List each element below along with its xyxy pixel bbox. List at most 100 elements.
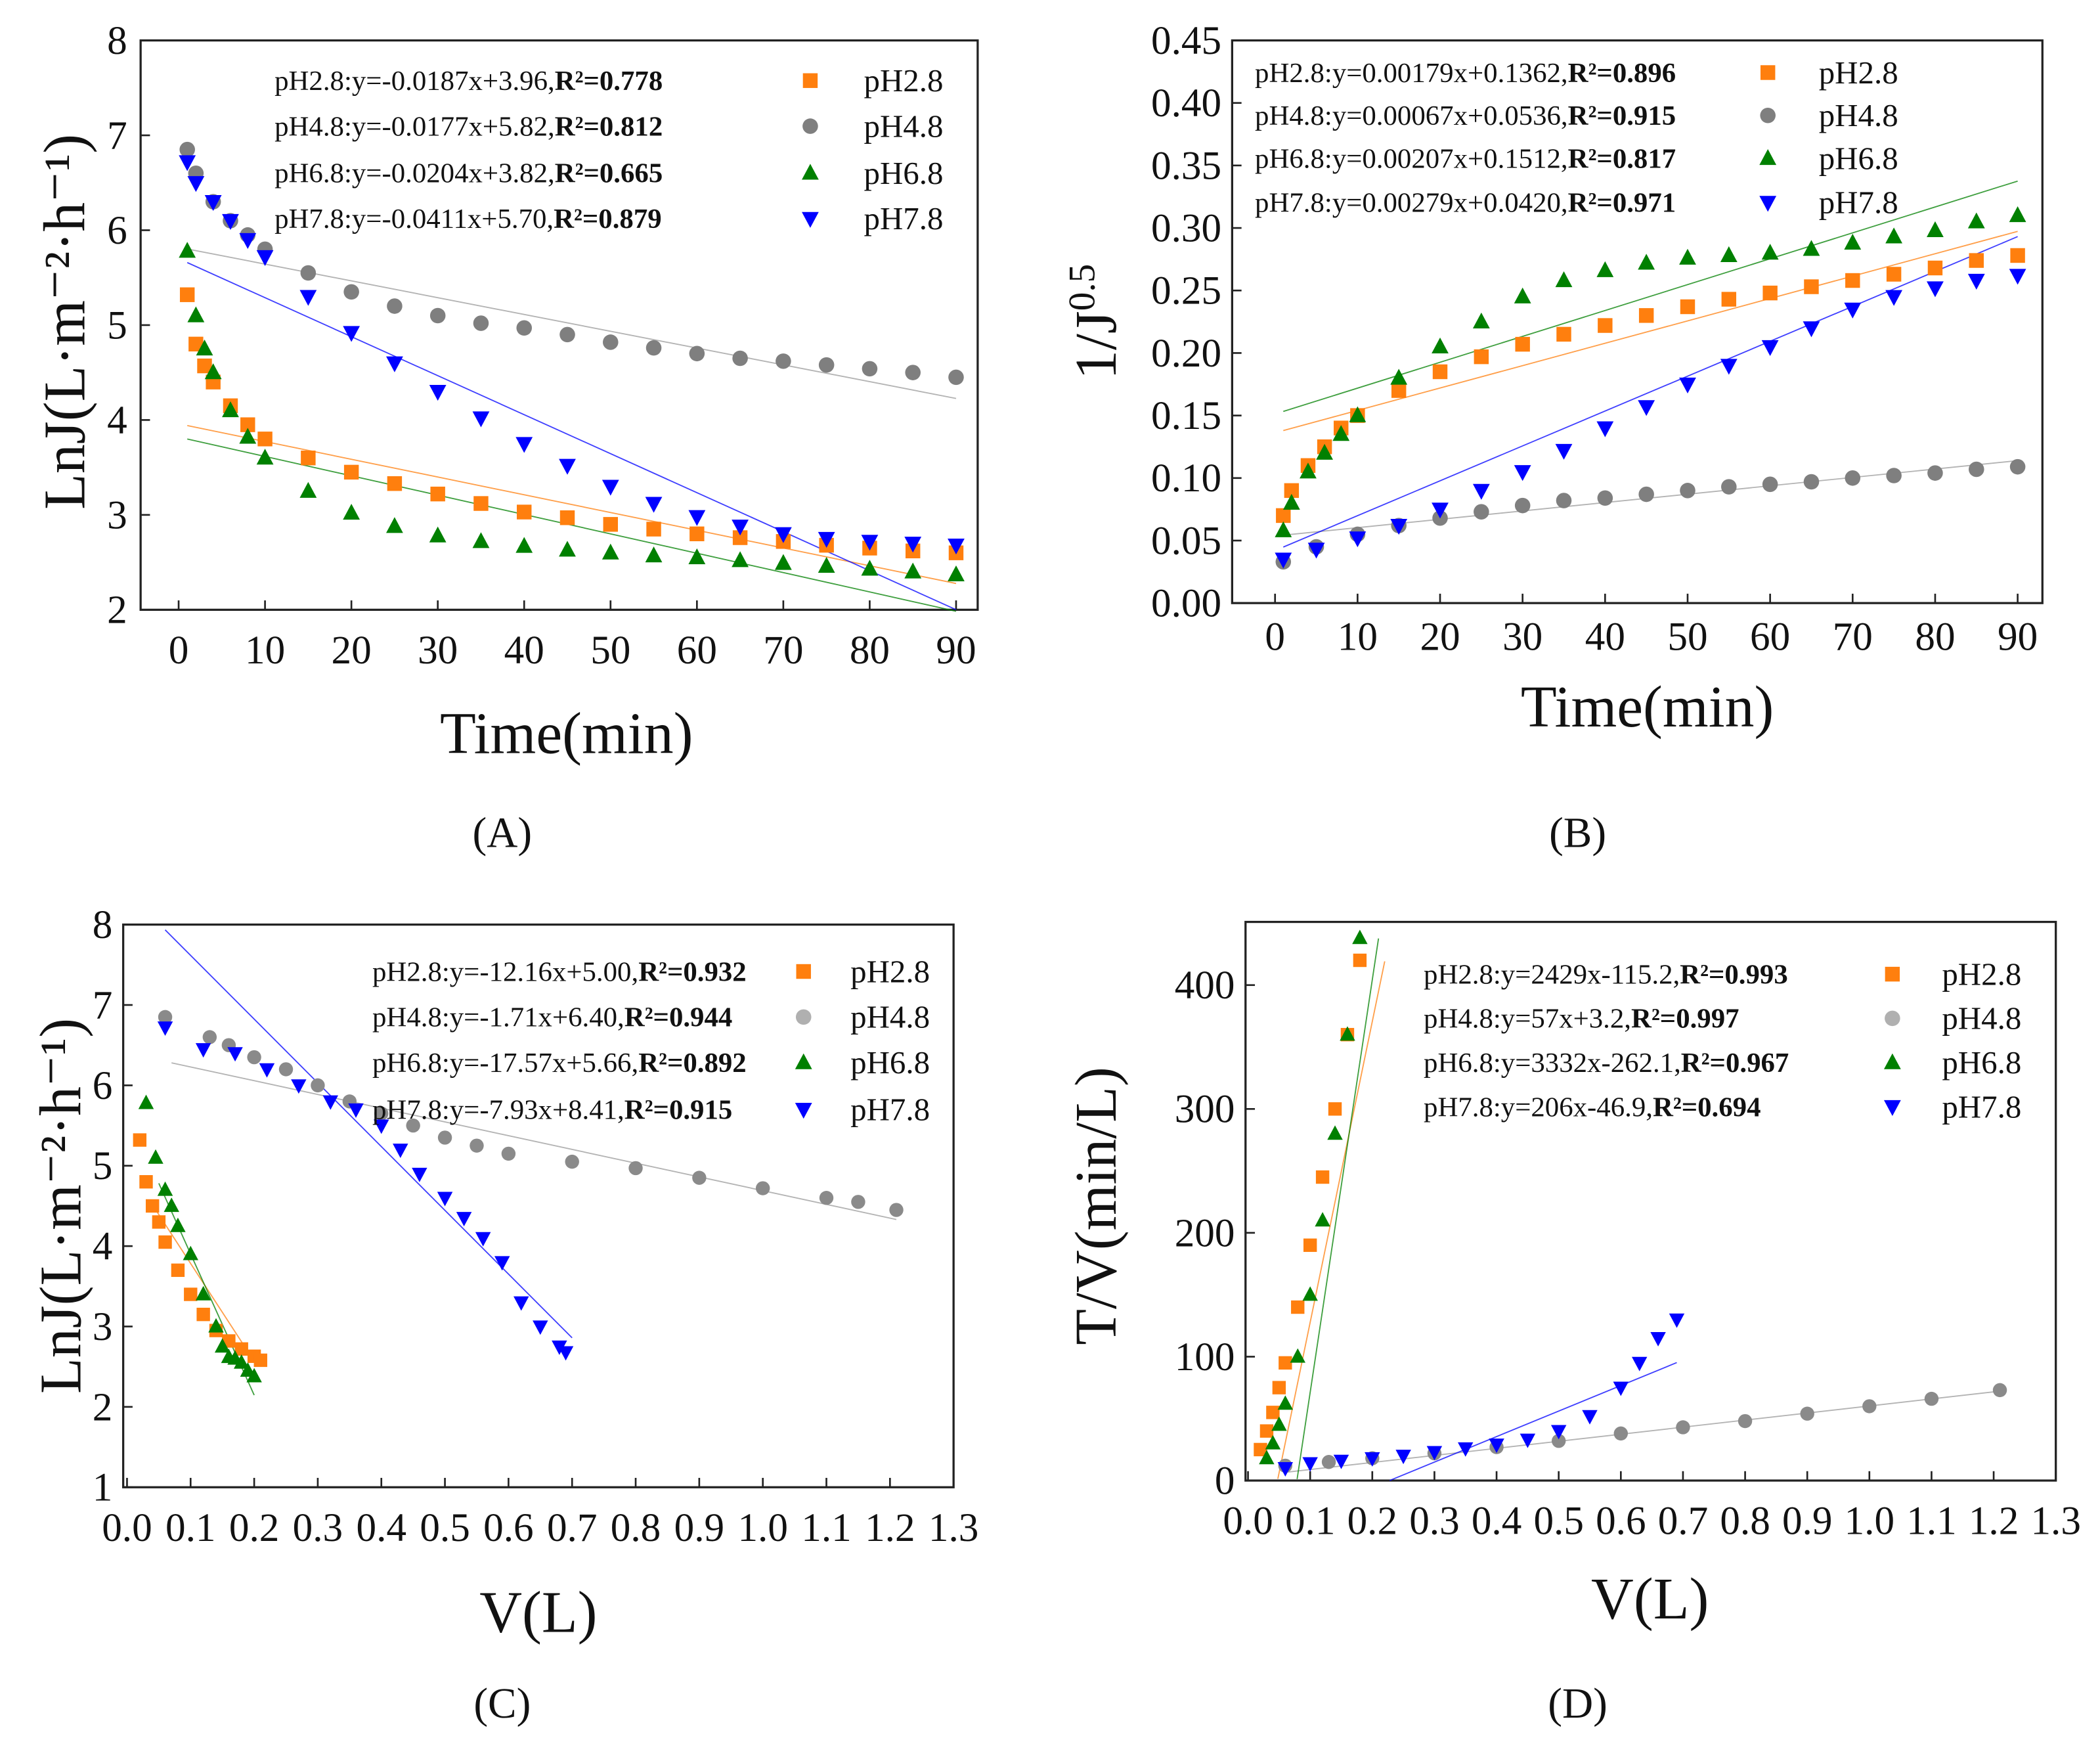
data-point — [1265, 1435, 1281, 1450]
data-point — [1720, 359, 1738, 375]
data-point — [1391, 383, 1407, 398]
r-squared: R²=0.971 — [1568, 188, 1676, 219]
data-point — [239, 428, 257, 444]
legend-label: pH6.8 — [850, 1044, 930, 1081]
data-point — [688, 548, 706, 564]
data-point — [387, 476, 403, 491]
data-point — [948, 539, 965, 555]
y-axis-label-text: 1/J — [1064, 311, 1129, 380]
data-point — [247, 1050, 261, 1065]
panel-label: (D) — [1548, 1680, 1608, 1727]
r-squared: R²=0.967 — [1681, 1048, 1789, 1079]
data-point — [1927, 221, 1944, 237]
data-point — [239, 233, 257, 249]
fit-equation: pH4.8:y=-1.71x+6.40,R²=0.944 — [372, 1002, 732, 1033]
data-point — [818, 556, 835, 573]
data-point — [179, 242, 196, 258]
x-tick-label: 80 — [850, 628, 890, 673]
legend-marker — [1883, 1053, 1901, 1069]
fit-line-pH7.8 — [164, 929, 573, 1339]
x-tick-label: 10 — [245, 628, 285, 673]
x-tick-label: 0.0 — [1223, 1499, 1273, 1544]
series-pH6.8 — [179, 242, 965, 581]
fit-equation: pH7.8:y=0.00279x+0.0420,R²=0.971 — [1255, 188, 1676, 219]
x-tick-label: 1.3 — [2030, 1499, 2080, 1544]
x-tick-label: 0.1 — [1285, 1499, 1335, 1544]
x-tick-label: 0.6 — [483, 1505, 533, 1550]
panel-D: 0.0 0.1 0.2 0.3 0.4 0.5 0.6 0.7 0.8 0.9 1.0 1.1 1.2 1… — [1064, 920, 2081, 1727]
x-tick-label: 0.7 — [547, 1505, 597, 1550]
x-axis-label: Time(min) — [1521, 675, 1774, 740]
data-point — [1472, 312, 1490, 328]
data-point — [387, 298, 403, 314]
data-point — [157, 1021, 173, 1036]
data-point — [1474, 349, 1489, 365]
data-point — [515, 537, 533, 553]
equation-text: pH2.8:y=-0.0187x+3.96, — [274, 66, 555, 97]
equation-text: pH4.8:y=0.00067x+0.0536, — [1255, 100, 1568, 131]
data-point — [1761, 244, 1779, 260]
data-point — [533, 1320, 548, 1335]
x-tick-label: 0.9 — [1782, 1499, 1832, 1544]
x-tick-label: 40 — [504, 628, 544, 673]
data-point — [1302, 1286, 1318, 1301]
data-point — [227, 1047, 243, 1062]
x-axis-label: Time(min) — [440, 702, 693, 767]
data-point — [472, 411, 490, 428]
data-point — [343, 326, 361, 342]
data-point — [1969, 253, 1984, 268]
data-point — [195, 1285, 211, 1301]
fit-equation: pH7.8:y=-7.93x+8.41,R²=0.915 — [372, 1094, 732, 1125]
data-point — [2010, 248, 2025, 263]
data-point — [2009, 458, 2026, 475]
fit-equation: pH7.8:y=-0.0411x+5.70,R²=0.879 — [274, 204, 662, 234]
x-tick-label: 1.2 — [865, 1505, 915, 1550]
data-point — [348, 1103, 364, 1118]
x-tick-label: 80 — [1915, 615, 1955, 659]
data-point — [732, 530, 748, 545]
x-tick-label: 0.4 — [357, 1505, 406, 1550]
data-point — [246, 1368, 262, 1383]
equation-text: pH2.8:y=0.00179x+0.1362, — [1255, 58, 1568, 89]
panel-B: 0 10 20 30 40 50 60 70 80 90 0.00 0.05 0.10 0.15 0.20 0… — [1061, 18, 2044, 857]
series-pH7.8 — [179, 155, 965, 555]
data-point — [732, 350, 748, 367]
equation-text: pH4.8:y=-0.0177x+5.82, — [274, 111, 555, 142]
data-point — [187, 306, 205, 323]
data-point — [1927, 465, 1943, 481]
legend-marker — [802, 118, 818, 134]
plot-frame — [1244, 920, 2057, 1482]
data-point — [437, 1130, 452, 1145]
data-point — [1321, 1455, 1336, 1469]
r-squared: R²=0.817 — [1568, 143, 1676, 174]
data-point — [1596, 421, 1614, 437]
fit-line-pH6.8 — [186, 438, 957, 612]
data-point — [1302, 1457, 1318, 1472]
data-point — [222, 213, 239, 231]
data-point — [204, 363, 222, 380]
data-point — [889, 1203, 904, 1217]
data-point — [202, 1030, 217, 1044]
data-point — [1282, 493, 1300, 510]
data-point — [188, 336, 204, 352]
panel-label: (A) — [473, 809, 533, 857]
legend-marker — [1760, 65, 1776, 80]
data-point — [1395, 1450, 1411, 1465]
data-point — [1886, 468, 1902, 483]
y-axis-label-text: LnJ(L·m⁻²·h⁻¹) — [32, 134, 97, 510]
data-point — [558, 1346, 574, 1361]
data-point — [158, 1010, 173, 1025]
data-point — [603, 517, 618, 532]
x-tick-label: 0.8 — [611, 1505, 661, 1550]
data-point — [253, 1353, 267, 1368]
x-tick-label: 0.6 — [1596, 1499, 1646, 1544]
data-point — [133, 1133, 147, 1147]
data-point — [862, 361, 878, 377]
fit-equation: pH4.8:y=0.00067x+0.0536,R²=0.915 — [1255, 100, 1676, 131]
y-axis-label: LnJ(L·m⁻²·h⁻¹) — [28, 1018, 93, 1394]
panel-A: 0 10 20 30 40 50 60 70 80 90 2 3 4 5 6 7 8 Time(min) LnJ(L… — [32, 18, 979, 857]
data-point — [1967, 212, 1985, 229]
fit-line-pH4.8 — [171, 1062, 897, 1220]
fit-line-pH6.8 — [1296, 938, 1380, 1480]
x-tick-label: 0.0 — [102, 1505, 152, 1550]
